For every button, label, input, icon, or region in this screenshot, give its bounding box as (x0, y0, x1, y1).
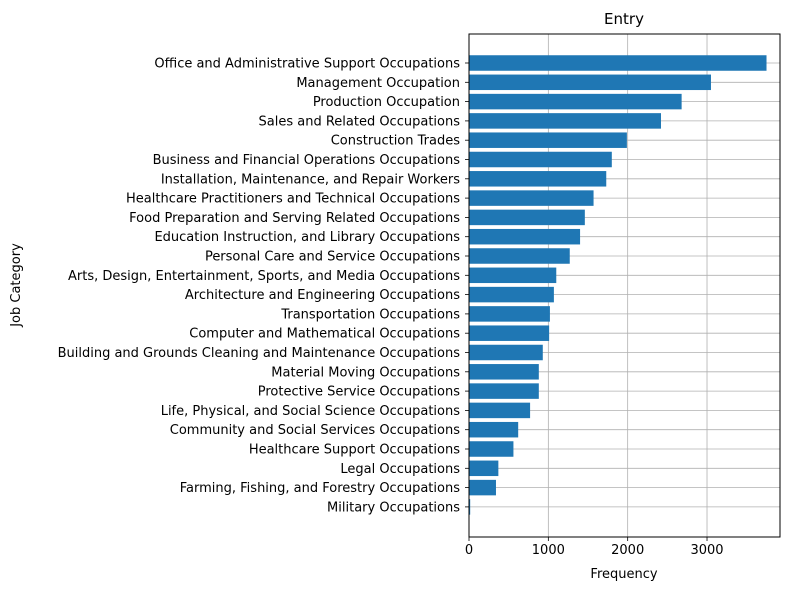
plot-frame (468, 33, 781, 538)
x-tick-label: 2000 (611, 543, 644, 558)
bar (469, 364, 539, 380)
bar (469, 113, 661, 129)
x-tick-layer: 0 1000 2000 3000 (465, 537, 724, 558)
bar (469, 93, 682, 110)
bar (469, 383, 539, 399)
y-tick-label: Education Instruction, and Library Occup… (154, 230, 460, 245)
y-tick-label: Office and Administrative Support Occupa… (154, 57, 460, 72)
bar (469, 286, 554, 303)
y-tick-label: Healthcare Practitioners and Technical O… (126, 192, 460, 207)
bar (469, 151, 612, 168)
y-tick-label: Military Occupations (327, 500, 460, 515)
y-tick-label: Building and Grounds Cleaning and Mainte… (58, 346, 461, 361)
bar (469, 402, 531, 419)
y-tick-label: Business and Financial Operations Occupa… (153, 153, 461, 168)
y-tick-label: Food Preparation and Serving Related Occ… (129, 211, 460, 226)
y-tick-label: Installation, Maintenance, and Repair Wo… (161, 172, 460, 187)
bar (469, 209, 585, 226)
y-tick-label: Legal Occupations (340, 462, 460, 477)
bar (469, 248, 570, 264)
bar (469, 460, 499, 477)
bar (469, 499, 471, 515)
bar (469, 344, 543, 361)
y-tick-layer: Office and Administrative Support Occupa… (58, 57, 469, 515)
y-tick-label: Computer and Mathematical Occupations (189, 327, 460, 342)
y-tick-label: Community and Social Services Occupation… (170, 423, 460, 438)
bar (469, 325, 550, 341)
x-axis-label: Frequency (590, 567, 657, 582)
bar (469, 55, 767, 71)
bar (469, 421, 519, 438)
y-tick-label: Production Occupation (313, 95, 460, 110)
y-tick-label: Protective Service Occupations (258, 385, 460, 400)
bars-layer (469, 55, 767, 515)
y-tick-label: Personal Care and Service Occupations (205, 250, 460, 265)
bar (469, 74, 711, 91)
grid-layer (468, 34, 780, 537)
y-tick-label: Construction Trades (331, 134, 460, 149)
x-tick-label: 0 (465, 543, 473, 558)
chart-title: Entry (604, 10, 644, 28)
bar (469, 441, 514, 457)
y-tick-label: Sales and Related Occupations (259, 114, 461, 129)
bar (469, 479, 496, 496)
bar (469, 171, 607, 187)
bar (469, 190, 594, 206)
y-tick-label: Farming, Fishing, and Forestry Occupatio… (180, 481, 460, 496)
y-tick-label: Material Moving Occupations (271, 365, 460, 380)
x-tick-label: 3000 (690, 543, 723, 558)
bar (469, 132, 627, 148)
y-tick-label: Transportation Occupations (280, 307, 460, 322)
y-tick-label: Arts, Design, Entertainment, Sports, and… (68, 269, 460, 284)
y-tick-label: Healthcare Support Occupations (249, 443, 460, 458)
y-tick-label: Management Occupation (296, 76, 460, 91)
y-tick-label: Life, Physical, and Social Science Occup… (161, 404, 461, 419)
bar (469, 228, 581, 245)
bar (469, 306, 550, 322)
x-tick-label: 1000 (532, 543, 565, 558)
y-axis-label: Job Category (9, 243, 24, 328)
y-tick-label: Architecture and Engineering Occupations (185, 288, 460, 303)
bar (469, 267, 557, 284)
